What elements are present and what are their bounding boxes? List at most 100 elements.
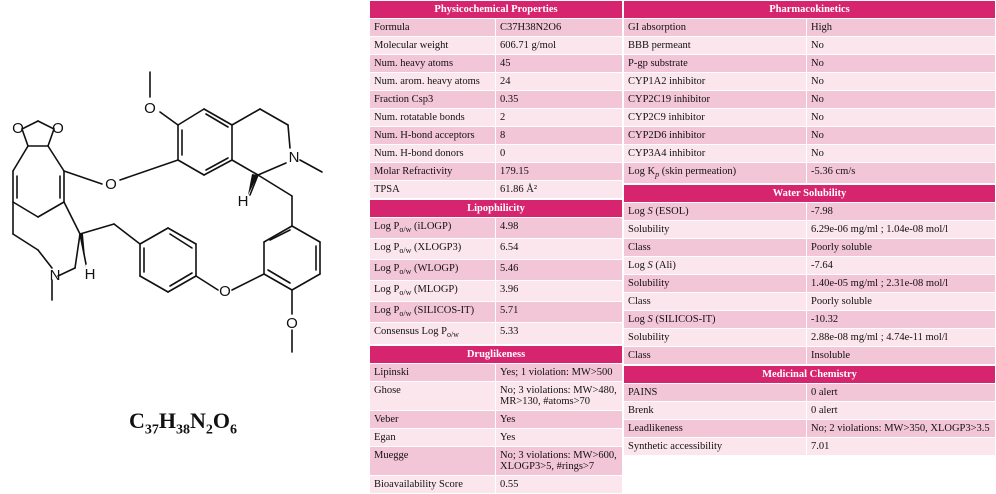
row-label: Log Po/w (iLOGP): [369, 216, 496, 240]
physicochemical-row: Num. H-bond donors 0: [369, 144, 623, 163]
row-value: -7.98: [806, 202, 996, 222]
row-value: 8: [495, 126, 623, 145]
row-label: Class: [623, 346, 807, 366]
row-label: Solubility: [623, 328, 807, 348]
row-value: 0 alert: [806, 401, 996, 421]
physicochemical-row: Num. H-bond acceptors 8: [369, 126, 623, 145]
logp-prefix: Log P: [374, 221, 400, 232]
logs-method: (SILICOS-IT): [655, 314, 716, 326]
row-label: Bioavailability Score: [369, 474, 496, 494]
logp-subscript: o/w: [446, 330, 459, 340]
row-label: Num. rotatable bonds: [369, 108, 496, 127]
water-solubility-header: Water Solubility: [623, 184, 996, 204]
consensus-prefix: Consensus Log P: [374, 326, 447, 338]
row-label: CYP2C19 inhibitor: [623, 90, 807, 109]
atom-label-h1: H: [238, 193, 249, 210]
row-label: Molar Refractivity: [369, 162, 496, 181]
row-label: Ghose: [369, 380, 496, 411]
physicochemical-row: Num. heavy atoms 45: [369, 54, 623, 73]
physicochemical-row: Molecular weight 606.71 g/mol: [369, 36, 623, 55]
atom-label-o3: O: [105, 176, 117, 193]
row-value: Poorly soluble: [806, 238, 996, 258]
row-value: 179.15: [495, 162, 623, 181]
row-value: No; 2 violations: MW>350, XLOGP3>3.5: [806, 419, 996, 439]
row-label: Num. arom. heavy atoms: [369, 72, 496, 91]
row-value: C37H38N2O6: [495, 18, 623, 37]
physicochemical-table: Physicochemical Properties Formula C37H38…: [369, 0, 623, 199]
row-value: Poorly soluble: [806, 292, 996, 312]
medicinal-chemistry-table: Medicinal Chemistry PAINS 0 alert Brenk 0 a…: [623, 365, 996, 457]
atom-label-o5: O: [219, 283, 231, 300]
medicinal-chemistry-row: Synthetic accessibility 7.01: [623, 437, 996, 457]
row-value: Yes; 1 violation: MW>500: [495, 362, 623, 382]
logp-subscript: o/w: [399, 225, 412, 235]
right-property-column: Pharmacokinetics GI absorption High BBB pe…: [623, 0, 996, 457]
row-value: No: [806, 54, 996, 73]
row-value: -5.36 cm/s: [806, 161, 996, 185]
row-value: No; 3 violations: MW>480, MR>130, #atoms…: [495, 380, 623, 411]
row-value: 4.98: [495, 216, 623, 240]
druglikeness-header: Druglikeness: [369, 344, 623, 364]
atom-label-n1: N: [289, 149, 300, 166]
row-value: No; 3 violations: MW>600, XLOGP3>5, #rin…: [495, 445, 623, 476]
pharmacokinetics-row: CYP2C9 inhibitor No: [623, 108, 996, 127]
lipophilicity-row: Log Po/w (SILICOS-IT) 5.71: [369, 301, 623, 324]
row-label: Lipinski: [369, 362, 496, 382]
water-solubility-row: Class Poorly soluble: [623, 292, 996, 312]
row-value: 0 alert: [806, 383, 996, 403]
atom-label-o6: O: [286, 315, 298, 332]
logp-method: (WLOGP): [414, 263, 459, 275]
row-label: Egan: [369, 427, 496, 447]
water-solubility-row: Solubility 1.40e-05 mg/ml ; 2.31e-08 mol/…: [623, 274, 996, 294]
pharmacokinetics-row: P-gp substrate No: [623, 54, 996, 73]
row-value: -10.32: [806, 310, 996, 330]
row-value: High: [806, 18, 996, 37]
row-label: CYP2D6 inhibitor: [623, 126, 807, 145]
logp-prefix: Log P: [374, 263, 400, 275]
druglikeness-row: Lipinski Yes; 1 violation: MW>500: [369, 362, 623, 382]
row-label: Num. H-bond acceptors: [369, 126, 496, 145]
row-label: Brenk: [623, 401, 807, 421]
pharmacokinetics-header: Pharmacokinetics: [623, 0, 996, 19]
skin-permeation-row: Log Kp (skin permeation) -5.36 cm/s: [623, 161, 996, 185]
logp-prefix: Log P: [374, 242, 400, 254]
row-label: Log S (ESOL): [623, 202, 807, 222]
logkp-suffix: (skin permeation): [659, 166, 737, 177]
atom-label-o2: O: [52, 120, 64, 137]
row-value: 61.86 Å²: [495, 180, 623, 199]
lipophilicity-row: Log Po/w (MLOGP) 3.96: [369, 280, 623, 303]
druglikeness-row: Veber Yes: [369, 409, 623, 429]
row-label: Consensus Log Po/w: [369, 322, 496, 345]
row-label: BBB permeant: [623, 36, 807, 55]
pharmacokinetics-row: BBB permeant No: [623, 36, 996, 55]
row-label: Veber: [369, 409, 496, 429]
logp-subscript: o/w: [399, 288, 412, 298]
row-value: 5.33: [495, 322, 623, 345]
druglikeness-row: Muegge No; 3 violations: MW>600, XLOGP3>5…: [369, 445, 623, 476]
pharmacokinetics-row: GI absorption High: [623, 18, 996, 37]
physicochemical-header: Physicochemical Properties: [369, 0, 623, 19]
row-value: 5.46: [495, 259, 623, 282]
row-label: Log S (Ali): [623, 256, 807, 276]
row-label: CYP1A2 inhibitor: [623, 72, 807, 91]
row-label: CYP2C9 inhibitor: [623, 108, 807, 127]
row-label: TPSA: [369, 180, 496, 199]
lipophilicity-header: Lipophilicity: [369, 199, 623, 218]
water-solubility-row: Solubility 2.88e-08 mg/ml ; 4.74e-11 mol/…: [623, 328, 996, 348]
row-label: CYP3A4 inhibitor: [623, 144, 807, 163]
water-solubility-row: Log S (Ali) -7.64: [623, 256, 996, 276]
logs-prefix: Log: [628, 260, 648, 272]
druglikeness-row: Egan Yes: [369, 427, 623, 447]
medicinal-chemistry-row: PAINS 0 alert: [623, 383, 996, 403]
medicinal-chemistry-header: Medicinal Chemistry: [623, 365, 996, 385]
row-value: 2: [495, 108, 623, 127]
row-label: Log S (SILICOS-IT): [623, 310, 807, 330]
logp-method: (XLOGP3): [414, 242, 462, 254]
row-label: Leadlikeness: [623, 419, 807, 439]
atom-label-o4: O: [144, 100, 156, 117]
lipophilicity-row: Log Po/w (XLOGP3) 6.54: [369, 238, 623, 261]
logs-prefix: Log: [628, 314, 648, 326]
logs-variable: S: [647, 260, 653, 272]
water-solubility-row: Class Poorly soluble: [623, 238, 996, 258]
lipophilicity-row: Log Po/w (iLOGP) 4.98: [369, 216, 623, 240]
